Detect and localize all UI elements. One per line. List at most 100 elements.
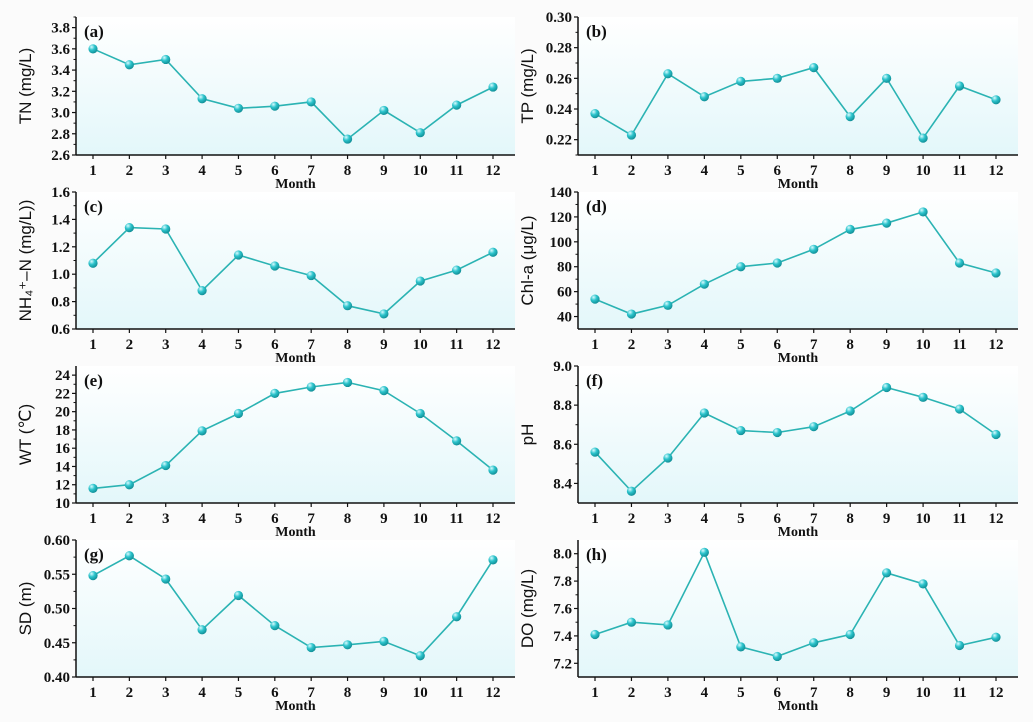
- x-axis-title: Month: [275, 525, 316, 540]
- y-tick-label: 18: [55, 423, 70, 439]
- x-axis-title: Month: [275, 699, 316, 714]
- y-tick-label: 14: [55, 459, 71, 475]
- x-tick-label: 3: [162, 163, 170, 179]
- plot-area: [76, 192, 515, 329]
- data-point: [161, 574, 171, 584]
- x-tick-label: 9: [380, 337, 388, 353]
- data-point: [270, 388, 280, 398]
- x-tick-label: 12: [989, 337, 1004, 353]
- data-point: [124, 60, 134, 70]
- x-tick-label: 7: [307, 511, 315, 527]
- x-tick-label: 12: [989, 511, 1004, 527]
- plot-area: [578, 17, 1018, 155]
- x-tick-label: 11: [952, 685, 966, 701]
- data-point: [663, 453, 673, 463]
- y-tick-label: 140: [550, 185, 573, 201]
- x-tick-label: 3: [162, 511, 170, 527]
- x-tick-label: 10: [916, 163, 931, 179]
- data-point: [161, 460, 171, 471]
- x-tick-label: 4: [198, 163, 206, 179]
- data-point: [233, 250, 244, 260]
- y-tick-label: 0.26: [546, 71, 573, 87]
- data-point: [699, 547, 709, 557]
- x-tick-label: 9: [380, 511, 388, 527]
- x-tick-label: 1: [591, 685, 599, 701]
- x-tick-label: 2: [628, 163, 636, 179]
- x-tick-label: 9: [380, 163, 388, 179]
- data-point: [124, 480, 134, 490]
- data-point: [488, 247, 498, 257]
- y-tick-label: 7.8: [553, 574, 572, 590]
- data-point: [736, 642, 746, 652]
- plot-area: [578, 540, 1018, 677]
- x-tick-label: 6: [774, 685, 782, 701]
- data-point: [809, 422, 819, 432]
- x-tick-label: 10: [413, 337, 428, 353]
- y-tick-label: 80: [557, 260, 572, 276]
- y-tick-label: 0.55: [44, 567, 70, 583]
- x-tick-label: 8: [344, 685, 352, 701]
- data-point: [233, 408, 244, 419]
- data-point: [772, 427, 782, 438]
- x-tick-label: 5: [235, 685, 243, 701]
- x-tick-label: 8: [846, 337, 854, 353]
- data-point: [197, 426, 207, 436]
- y-tick-label: 8.8: [553, 398, 572, 414]
- data-point: [88, 44, 98, 54]
- y-tick-label: 0.60: [44, 533, 70, 549]
- x-tick-label: 11: [450, 337, 464, 353]
- series-line: [594, 386, 997, 493]
- x-tick-label: 8: [344, 163, 352, 179]
- data-point: [736, 76, 746, 86]
- y-tick-label: 3.6: [51, 42, 70, 58]
- data-point: [88, 483, 98, 493]
- data-point: [991, 95, 1001, 105]
- data-point: [488, 82, 498, 92]
- x-tick-label: 7: [307, 685, 315, 701]
- y-axis-title: pH: [518, 424, 537, 446]
- data-point: [663, 69, 673, 79]
- data-point: [699, 279, 709, 289]
- y-axis-title: TP (mg/L): [518, 48, 537, 123]
- data-point: [663, 300, 673, 310]
- data-point: [626, 617, 637, 627]
- x-tick-label: 7: [307, 337, 315, 353]
- y-tick-label: 20: [55, 405, 70, 421]
- data-point: [379, 386, 389, 396]
- x-tick-label: 9: [883, 163, 891, 179]
- data-point: [124, 223, 134, 233]
- y-tick-label: 7.6: [553, 602, 572, 618]
- data-point: [342, 377, 353, 388]
- data-point: [590, 294, 600, 304]
- x-tick-label: 12: [989, 163, 1004, 179]
- x-axis-title: Month: [778, 351, 819, 366]
- data-point: [772, 258, 782, 268]
- x-tick-label: 7: [810, 511, 818, 527]
- data-point: [488, 555, 498, 565]
- x-tick-label: 6: [271, 163, 279, 179]
- y-tick-label: 8.6: [553, 437, 572, 453]
- data-point: [161, 224, 171, 234]
- x-tick-label: 3: [664, 337, 672, 353]
- x-axis-title: Month: [778, 525, 819, 540]
- x-axis-title: Month: [778, 699, 819, 714]
- x-tick-label: 1: [89, 685, 97, 701]
- data-point: [306, 382, 316, 392]
- x-axis-title: Month: [778, 177, 819, 192]
- data-point: [772, 651, 782, 662]
- data-point: [954, 404, 965, 414]
- data-point: [452, 612, 462, 622]
- data-point: [270, 261, 280, 271]
- y-tick-label: 8.0: [553, 547, 572, 563]
- x-tick-label: 2: [628, 685, 636, 701]
- data-point: [452, 436, 462, 446]
- x-tick-label: 2: [126, 511, 134, 527]
- x-tick-label: 11: [450, 685, 464, 701]
- data-point: [342, 301, 353, 311]
- data-point: [626, 486, 637, 496]
- data-point: [197, 625, 207, 635]
- data-point: [954, 640, 965, 651]
- data-point: [124, 551, 134, 561]
- data-point: [379, 105, 389, 116]
